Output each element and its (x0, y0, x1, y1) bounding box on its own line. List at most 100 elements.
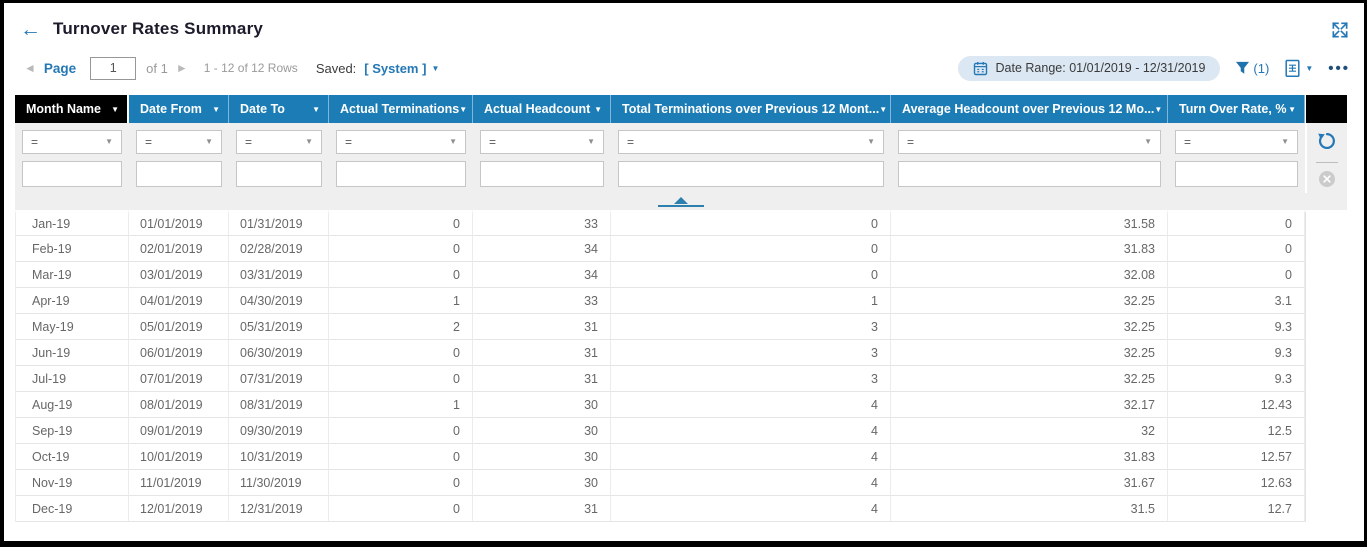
page-number-input[interactable] (90, 56, 137, 80)
table-row[interactable]: Jul-19 07/01/2019 07/31/2019 0 31 3 32.25 9.3 (15, 366, 1347, 392)
filter-operator-select-date_to[interactable]: = ▼ (236, 129, 322, 154)
cell-actual_terminations: 1 (329, 288, 473, 314)
cell-avg_headcount_prev_12: 31.67 (891, 470, 1168, 496)
cell-date_from: 10/01/2019 (129, 444, 229, 470)
table-row[interactable]: Mar-19 03/01/2019 03/31/2019 0 34 0 32.08 0 (15, 262, 1347, 288)
chevron-down-icon: ▼ (305, 137, 313, 147)
filter-operator-value: = (31, 134, 39, 149)
cell-total_terminations_prev_12: 3 (611, 366, 891, 392)
column-menu-caret-icon[interactable]: ▼ (879, 104, 888, 114)
column-menu-caret-icon[interactable]: ▼ (111, 104, 119, 114)
rail-spacer-cell (1305, 392, 1347, 418)
clear-filters-icon[interactable] (1318, 170, 1336, 188)
cell-actual_headcount: 30 (473, 418, 611, 444)
expand-fullscreen-icon[interactable] (1330, 18, 1350, 40)
table-row[interactable]: Aug-19 08/01/2019 08/31/2019 1 30 4 32.17 12.43 (15, 392, 1347, 418)
date-range-chip[interactable]: Date Range: 01/01/2019 - 12/31/2019 (957, 55, 1221, 81)
cell-avg_headcount_prev_12: 32.25 (891, 314, 1168, 340)
filter-operator-cell-actual_terminations: = ▼ (329, 123, 473, 158)
previous-page-chevron-icon[interactable]: ◄ (24, 61, 36, 75)
cell-actual_headcount: 31 (473, 314, 611, 340)
cell-turnover_rate: 12.43 (1168, 392, 1305, 418)
filter-operator-select-avg_headcount_prev_12[interactable]: = ▼ (898, 129, 1161, 154)
filter-input-total_terminations_prev_12[interactable] (618, 161, 884, 188)
filter-input-avg_headcount_prev_12[interactable] (898, 161, 1161, 188)
cell-turnover_rate: 12.57 (1168, 444, 1305, 470)
column-header-avg_headcount_prev_12[interactable]: Average Headcount over Previous 12 Mo...… (891, 95, 1168, 123)
table-row[interactable]: Apr-19 04/01/2019 04/30/2019 1 33 1 32.25 3.1 (15, 288, 1347, 314)
cell-month_name: Jan-19 (15, 210, 129, 236)
column-menu-caret-icon[interactable]: ▼ (1288, 104, 1296, 114)
next-page-chevron-icon[interactable]: ► (175, 61, 188, 75)
column-header-turnover_rate[interactable]: Turn Over Rate, % ▼ (1168, 95, 1305, 123)
filter-operator-cell-total_terminations_prev_12: = ▼ (611, 123, 891, 158)
cell-avg_headcount_prev_12: 31.83 (891, 236, 1168, 262)
column-header-wrap: Month Name ▼ (15, 102, 127, 116)
table-row[interactable]: Jan-19 01/01/2019 01/31/2019 0 33 0 31.58 0 (15, 210, 1347, 236)
cell-actual_terminations: 0 (329, 210, 473, 236)
column-header-actual_terminations[interactable]: Actual Terminations ▼ (329, 95, 473, 123)
more-options-button[interactable]: ••• (1328, 59, 1350, 77)
table-row[interactable]: Sep-19 09/01/2019 09/30/2019 0 30 4 32 12.5 (15, 418, 1347, 444)
filter-operator-select-date_from[interactable]: = ▼ (136, 129, 222, 154)
column-header-month_name[interactable]: Month Name ▼ (15, 95, 129, 123)
table-row[interactable]: Jun-19 06/01/2019 06/30/2019 0 31 3 32.25 9.3 (15, 340, 1347, 366)
table-row[interactable]: Feb-19 02/01/2019 02/28/2019 0 34 0 31.83 0 (15, 236, 1347, 262)
column-menu-caret-icon[interactable]: ▼ (212, 104, 220, 114)
cell-actual_headcount: 30 (473, 470, 611, 496)
filter-operator-cell-actual_headcount: = ▼ (473, 123, 611, 158)
column-menu-caret-icon[interactable]: ▼ (1154, 104, 1163, 114)
back-arrow-icon[interactable]: ← (20, 17, 41, 41)
column-header-date_to[interactable]: Date To ▼ (229, 95, 329, 123)
column-menu-caret-icon[interactable]: ▼ (312, 104, 320, 114)
filter-button[interactable]: (1) (1235, 61, 1269, 76)
cell-date_to: 02/28/2019 (229, 236, 329, 262)
cell-actual_headcount: 33 (473, 288, 611, 314)
column-header-wrap: Actual Terminations ▼ (329, 102, 472, 116)
column-header-actual_headcount[interactable]: Actual Headcount ▼ (473, 95, 611, 123)
export-report-dropdown[interactable]: ▼ (1284, 59, 1313, 78)
column-label: Month Name (26, 102, 101, 116)
toolbar: ◄ Page of 1 ► 1 - 12 of 12 Rows Saved: [… (4, 51, 1364, 85)
collapse-filter-panel-button[interactable] (658, 196, 704, 207)
rail-spacer-cell (1305, 340, 1347, 366)
filter-operator-select-month_name[interactable]: = ▼ (22, 129, 122, 154)
table-row[interactable]: Nov-19 11/01/2019 11/30/2019 0 30 4 31.67 12.63 (15, 470, 1347, 496)
cell-turnover_rate: 0 (1168, 210, 1305, 236)
column-header-date_from[interactable]: Date From ▼ (129, 95, 229, 123)
collapse-bar (658, 204, 704, 207)
cell-turnover_rate: 9.3 (1168, 314, 1305, 340)
cell-date_to: 03/31/2019 (229, 262, 329, 288)
title-bar: ← Turnover Rates Summary (4, 3, 1364, 45)
filter-input-date_from[interactable] (136, 161, 222, 188)
refresh-icon[interactable] (1317, 131, 1337, 151)
cell-avg_headcount_prev_12: 32.25 (891, 288, 1168, 314)
filter-input-date_to[interactable] (236, 161, 322, 188)
cell-date_to: 12/31/2019 (229, 496, 329, 522)
rail-divider (1316, 162, 1338, 163)
column-header-total_terminations_prev_12[interactable]: Total Terminations over Previous 12 Mont… (611, 95, 891, 123)
filter-input-actual_headcount[interactable] (480, 161, 604, 188)
table-row[interactable]: Dec-19 12/01/2019 12/31/2019 0 31 4 31.5 12.7 (15, 496, 1347, 522)
filter-operator-select-actual_terminations[interactable]: = ▼ (336, 129, 466, 154)
filter-input-month_name[interactable] (22, 161, 122, 188)
filter-operator-select-turnover_rate[interactable]: = ▼ (1175, 129, 1298, 154)
column-menu-caret-icon[interactable]: ▼ (459, 104, 468, 114)
actions-rail (1305, 123, 1347, 193)
filter-operator-select-total_terminations_prev_12[interactable]: = ▼ (618, 129, 884, 154)
filter-input-turnover_rate[interactable] (1175, 161, 1298, 188)
table-row[interactable]: Oct-19 10/01/2019 10/31/2019 0 30 4 31.83 12.57 (15, 444, 1347, 470)
table-row[interactable]: May-19 05/01/2019 05/31/2019 2 31 3 32.25 9.3 (15, 314, 1347, 340)
filter-funnel-icon (1235, 61, 1250, 75)
saved-view-dropdown[interactable]: [ System ] ▼ (364, 61, 439, 76)
filter-input-actual_terminations[interactable] (336, 161, 466, 188)
cell-date_to: 04/30/2019 (229, 288, 329, 314)
column-menu-caret-icon[interactable]: ▼ (594, 104, 602, 114)
cell-total_terminations_prev_12: 0 (611, 210, 891, 236)
filter-operator-value: = (245, 134, 253, 149)
cell-total_terminations_prev_12: 3 (611, 314, 891, 340)
filter-collapse-cell (15, 193, 1347, 210)
cell-month_name: Nov-19 (15, 470, 129, 496)
filter-operator-select-actual_headcount[interactable]: = ▼ (480, 129, 604, 154)
chevron-down-icon: ▼ (431, 63, 440, 73)
